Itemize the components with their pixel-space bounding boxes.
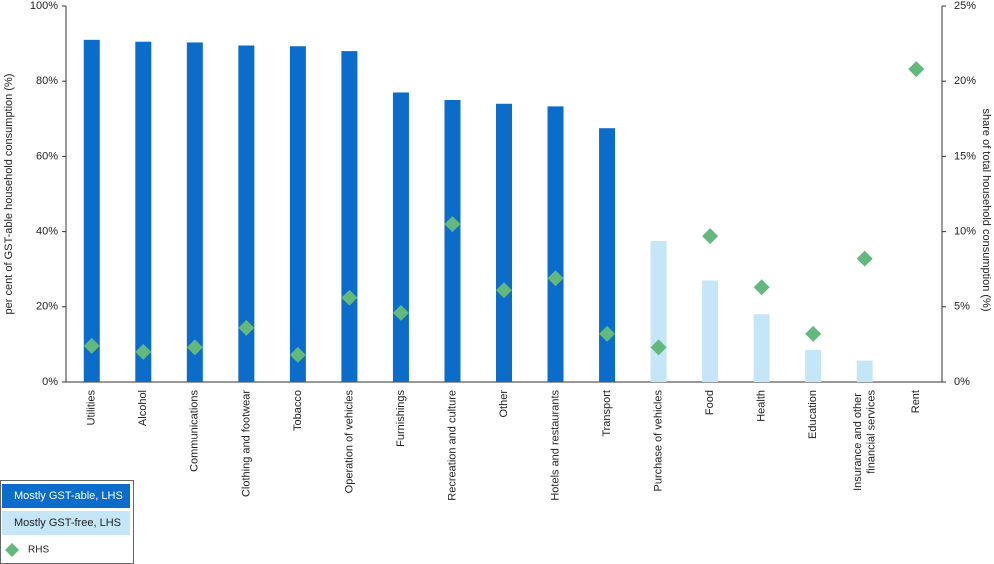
legend-item: RHS	[5, 543, 49, 557]
legend-label: Mostly GST-free, LHS	[14, 517, 121, 529]
legend-swatch	[2, 511, 130, 535]
point	[83, 337, 100, 354]
y-axis-title: per cent of GST-able household consumpti…	[3, 74, 15, 315]
y-tick-label: 20%	[36, 301, 58, 313]
x-tick-label: Furnishings	[395, 390, 407, 447]
point	[547, 270, 564, 287]
x-tick-label: Education	[807, 390, 819, 439]
bar	[702, 280, 719, 382]
point	[496, 282, 512, 299]
x-tick-label: Purchase of vehicles	[652, 390, 664, 492]
x-tick-label: Rent	[910, 390, 922, 413]
x-tick-label: Alcohol	[137, 390, 149, 426]
point	[650, 339, 667, 356]
legend-item: Mostly GST-able, LHS	[2, 484, 130, 508]
bar	[83, 39, 100, 383]
bar	[805, 350, 822, 382]
bar	[547, 106, 564, 382]
bar	[135, 41, 152, 382]
y2-tick-label: 20%	[954, 75, 976, 87]
x-tick-label: Transport	[601, 390, 613, 437]
x-tick-label: Operation of vehicles	[343, 390, 355, 494]
x-tick-label: Clothing and footwear	[240, 390, 252, 497]
bar	[341, 51, 358, 383]
y-tick-label: 100%	[30, 0, 58, 12]
point	[753, 279, 770, 296]
y2-tick-label: 10%	[954, 226, 976, 238]
point	[444, 216, 461, 233]
x-tick-label: Food	[704, 390, 716, 415]
y2-tick-label: 5%	[954, 301, 970, 313]
x-tick-label: Other	[498, 390, 510, 418]
legend-swatch	[5, 543, 19, 557]
point	[186, 339, 203, 356]
y2-tick-label: 15%	[954, 150, 976, 162]
bar	[496, 103, 512, 382]
point	[599, 325, 616, 342]
bar	[289, 46, 306, 383]
y-tick-label: 80%	[36, 75, 58, 87]
bar	[392, 92, 409, 382]
point	[805, 325, 822, 342]
bar	[856, 360, 873, 382]
x-tick-label: Communications	[189, 390, 201, 472]
y2-tick-label: 25%	[954, 0, 976, 12]
x-tick-label: Tobacco	[292, 390, 304, 431]
point	[856, 250, 873, 267]
bar	[444, 100, 461, 382]
point	[392, 304, 409, 321]
x-tick-label: Utilities	[86, 390, 98, 426]
bar	[599, 128, 616, 382]
point	[238, 319, 255, 336]
bar	[238, 45, 255, 382]
y2-axis-title: share of total household consumption (%)	[980, 108, 992, 311]
x-tick-label: Insurance and other financial services	[852, 390, 877, 491]
point	[289, 346, 306, 363]
bar	[186, 42, 203, 383]
point	[341, 289, 358, 306]
y-tick-label: 40%	[36, 226, 58, 238]
y-tick-label: 60%	[36, 150, 58, 162]
point	[908, 61, 925, 78]
y2-tick-label: 0%	[954, 376, 970, 388]
legend-label: RHS	[28, 545, 49, 556]
legend-swatch	[2, 484, 130, 508]
point	[135, 343, 152, 360]
x-tick-label: Recreation and culture	[446, 390, 458, 501]
legend-label: Mostly GST-able, LHS	[14, 490, 123, 502]
legend-item: Mostly GST-free, LHS	[2, 511, 130, 535]
x-tick-label: Health	[756, 390, 768, 422]
y-tick-label: 0%	[42, 376, 58, 388]
point	[702, 228, 719, 245]
bar	[753, 314, 770, 382]
bar	[650, 241, 667, 382]
x-tick-label: Hotels and restaurants	[549, 390, 561, 501]
